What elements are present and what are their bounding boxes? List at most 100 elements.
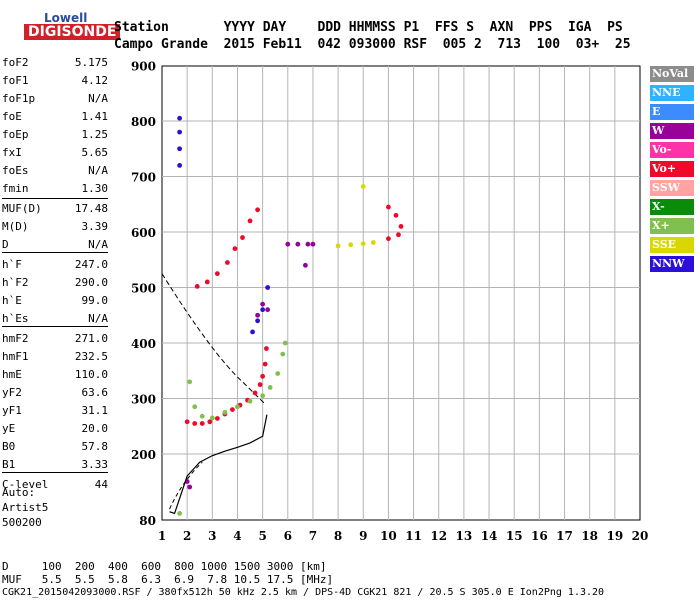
param-row: h`F 247.0 — [2, 258, 108, 274]
echo-point-vo- — [264, 346, 269, 351]
logo-lowell-text: Lowell — [44, 11, 88, 25]
param-value: 31.1 — [81, 404, 109, 417]
param-separator — [2, 472, 108, 473]
legend-item: NNE — [650, 85, 694, 101]
echo-point-x- — [260, 393, 266, 399]
legend-item: NNW — [650, 256, 694, 272]
param-name: yE — [2, 422, 16, 435]
y-tick-label: 800 — [131, 115, 156, 129]
legend-item: SSW — [650, 180, 694, 196]
param-row: D N/A — [2, 238, 108, 254]
echo-point-vo- — [386, 236, 391, 242]
param-name: fxI — [2, 146, 22, 159]
footer-distance: D 100 200 400 600 800 1000 1500 3000 [km… — [2, 560, 327, 573]
y-tick-label: 600 — [131, 226, 156, 240]
param-name: foF2 — [2, 56, 29, 69]
echo-point-w — [303, 262, 308, 268]
param-name: foEs — [2, 164, 29, 177]
echo-point-x- — [177, 511, 183, 516]
param-name: B0 — [2, 440, 16, 453]
param-row: h`F2 290.0 — [2, 276, 108, 292]
param-name: hmF2 — [2, 332, 29, 345]
param-row: M(D) 3.39 — [2, 220, 108, 236]
echo-point-vo- — [204, 279, 210, 285]
legend-item: E — [650, 104, 694, 120]
header-labels: Station YYYY DAY DDD HHMMSS P1 FFS S AXN… — [114, 20, 623, 35]
legend-item: NoVal — [650, 66, 694, 82]
param-value: 3.39 — [81, 220, 109, 233]
param-name: MUF(D) — [2, 202, 42, 215]
param-row: yF2 63.6 — [2, 386, 108, 402]
x-tick-label: 3 — [208, 529, 216, 543]
x-tick-label: 13 — [456, 529, 473, 543]
echo-point-nnw — [255, 318, 260, 324]
x-tick-label: 19 — [606, 529, 623, 543]
echo-point-vo- — [230, 407, 235, 412]
param-separator — [2, 252, 108, 253]
footer-muf: MUF 5.5 5.5 5.8 6.3 6.9 7.8 10.5 17.5 [M… — [2, 573, 334, 586]
echo-point-vo- — [232, 246, 238, 252]
y-tick-label: 900 — [131, 60, 156, 74]
y-tick-label: 300 — [131, 393, 156, 407]
header-values: Campo Grande 2015 Feb11 042 093000 RSF 0… — [114, 37, 631, 52]
x-tick-label: 10 — [380, 529, 397, 543]
param-value: 290.0 — [74, 276, 108, 289]
x-tick-label: 18 — [581, 529, 598, 543]
echo-point-x- — [267, 385, 273, 390]
x-tick-label: 16 — [531, 529, 548, 543]
echo-point-sse — [370, 240, 376, 245]
x-tick-label: 8 — [334, 529, 342, 543]
echo-point-vo- — [393, 212, 399, 218]
param-value: 3.33 — [81, 458, 109, 471]
param-name: foF1 — [2, 74, 29, 87]
y-tick-label: 200 — [131, 448, 156, 462]
legend-item: Vo- — [650, 142, 694, 158]
echo-point-vo- — [199, 421, 205, 426]
x-tick-label: 1 — [158, 529, 166, 543]
echo-point-vo- — [262, 361, 268, 367]
param-value: 232.5 — [74, 350, 108, 363]
param-row: foF1p N/A — [2, 92, 108, 108]
param-row: foE 1.41 — [2, 110, 108, 126]
echo-point-w — [285, 241, 291, 247]
echo-point-x- — [280, 351, 286, 357]
param-name: h`F — [2, 258, 22, 271]
auto-label: Auto: — [2, 486, 36, 499]
y-tick-label: 700 — [131, 171, 156, 185]
echo-point-x- — [235, 404, 240, 410]
echo-point-x- — [187, 379, 193, 385]
echo-point-vo- — [255, 207, 260, 213]
param-value: 17.48 — [74, 202, 108, 215]
param-value: 63.6 — [81, 386, 109, 399]
echo-point-sse — [360, 241, 366, 247]
param-row: hmF2 271.0 — [2, 332, 108, 348]
echo-point-x- — [275, 371, 281, 376]
x-tick-label: 20 — [632, 529, 649, 543]
echo-point-x- — [199, 413, 205, 419]
echo-point-vo- — [214, 416, 220, 421]
plot-frame — [161, 65, 641, 521]
echo-point-vo- — [257, 382, 263, 388]
param-name: hmF1 — [2, 350, 29, 363]
echo-point-nnw — [260, 307, 266, 313]
echo-point-vo- — [184, 419, 190, 425]
y-tick-label: 500 — [131, 282, 156, 296]
param-value: 1.41 — [81, 110, 109, 123]
param-value: 271.0 — [74, 332, 108, 345]
param-row: MUF(D) 17.48 — [2, 202, 108, 218]
param-row: C-level 44 — [2, 478, 108, 494]
echo-point-nnw — [177, 129, 183, 135]
param-row: foF2 5.175 — [2, 56, 108, 72]
param-row: fxI 5.65 — [2, 146, 108, 162]
param-row: fmin 1.30 — [2, 182, 108, 198]
x-tick-label: 9 — [359, 529, 367, 543]
x-tick-label: 5 — [258, 529, 266, 543]
param-value: N/A — [88, 92, 108, 105]
echo-point-sse — [360, 184, 366, 189]
param-value: 1.30 — [81, 182, 109, 195]
param-name: h`F2 — [2, 276, 29, 289]
echo-point-w — [255, 312, 260, 318]
legend-item: SSE — [650, 237, 694, 253]
param-row: yE 20.0 — [2, 422, 108, 438]
